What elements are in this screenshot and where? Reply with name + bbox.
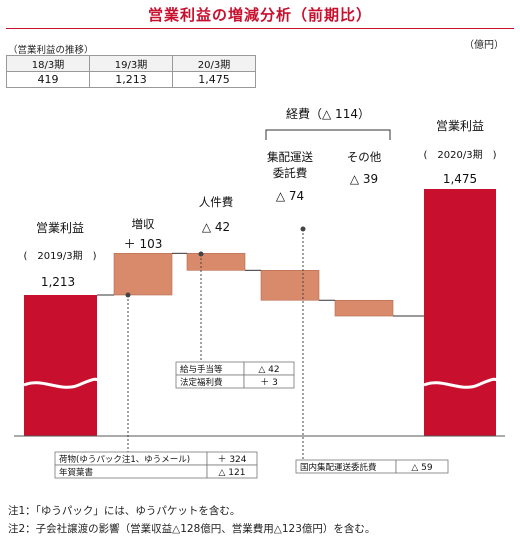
personnel-detail-label: 法定福利費: [180, 377, 223, 388]
waterfall-bar: [186, 253, 246, 271]
leader-dot: [125, 292, 131, 298]
personnel-detail-cell: [243, 374, 295, 389]
leader-dot: [300, 226, 306, 232]
history-header-cell: 20/3期: [172, 55, 256, 72]
waterfall-bar: [424, 189, 496, 436]
revenue-detail-value: ＋ 324: [217, 454, 246, 465]
title-divider: [6, 28, 514, 29]
page-title: 営業利益の増減分析（前期比）: [147, 6, 372, 24]
bar-value-label: 1,475: [443, 172, 477, 186]
bar-label-name: 増収: [132, 217, 155, 231]
bar-label-period: ( 2020/3期 ): [424, 149, 497, 161]
note-1: 注1：「ゆうパック」には、ゆうパケットを含む。: [8, 505, 241, 517]
history-value-cell: 1,475: [172, 71, 256, 88]
revenue-detail-label: 年賀葉書: [59, 467, 94, 478]
delivery-detail-value: △ 59: [411, 463, 433, 473]
bar-value-label: ＋ 103: [124, 237, 163, 251]
leader-dot: [198, 251, 204, 257]
bar-label-name: 委託費: [273, 166, 308, 180]
axis-break-mark: [423, 377, 498, 389]
group-bracket: [265, 129, 391, 140]
personnel-detail-label: 給与手当等: [180, 364, 223, 375]
personnel-detail-value: ＋ 3: [260, 377, 278, 388]
waterfall-bar: [260, 270, 320, 301]
waterfall-bar: [113, 253, 173, 296]
waterfall-bar: [334, 299, 394, 317]
revenue-detail-value: △ 121: [219, 468, 246, 478]
bar-label-name: 集配運送: [267, 150, 313, 164]
history-table-title: （営業利益の推移）: [8, 45, 94, 56]
revenue-detail-label: 荷物(ゆうパック注1、ゆうメール): [59, 454, 190, 465]
axis-break-mark: [23, 377, 99, 389]
bar-label-period: ( 2019/3期 ): [24, 250, 97, 262]
note-2: 注2：子会社譲渡の影響（営業収益△128億円、営業費用△123億円）を含む。: [8, 523, 376, 535]
bar-label-name: 営業利益: [436, 119, 484, 133]
delivery-detail-cell: [395, 459, 449, 474]
bar-value-label: 1,213: [41, 275, 75, 289]
bar-value-label: △ 39: [350, 172, 378, 186]
revenue-detail-cell: [206, 464, 258, 479]
bar-label-name: その他: [347, 150, 382, 164]
history-table: 18/3期 19/3期 20/3期 419 1,213 1,475: [6, 55, 256, 88]
personnel-detail-value: △ 42: [258, 365, 279, 375]
history-value-row: 419 1,213 1,475: [6, 71, 256, 88]
unit-label: （億円）: [464, 40, 504, 51]
bar-value-label: △ 74: [276, 189, 304, 203]
bar-label-name: 営業利益: [36, 221, 84, 235]
waterfall-bar: [24, 295, 97, 436]
group-bracket-label: 経費（△ 114）: [286, 106, 370, 121]
delivery-detail-label: 国内集配運送委託費: [300, 462, 377, 473]
bar-value-label: △ 42: [202, 220, 230, 234]
bar-label-name: 人件費: [199, 195, 234, 209]
